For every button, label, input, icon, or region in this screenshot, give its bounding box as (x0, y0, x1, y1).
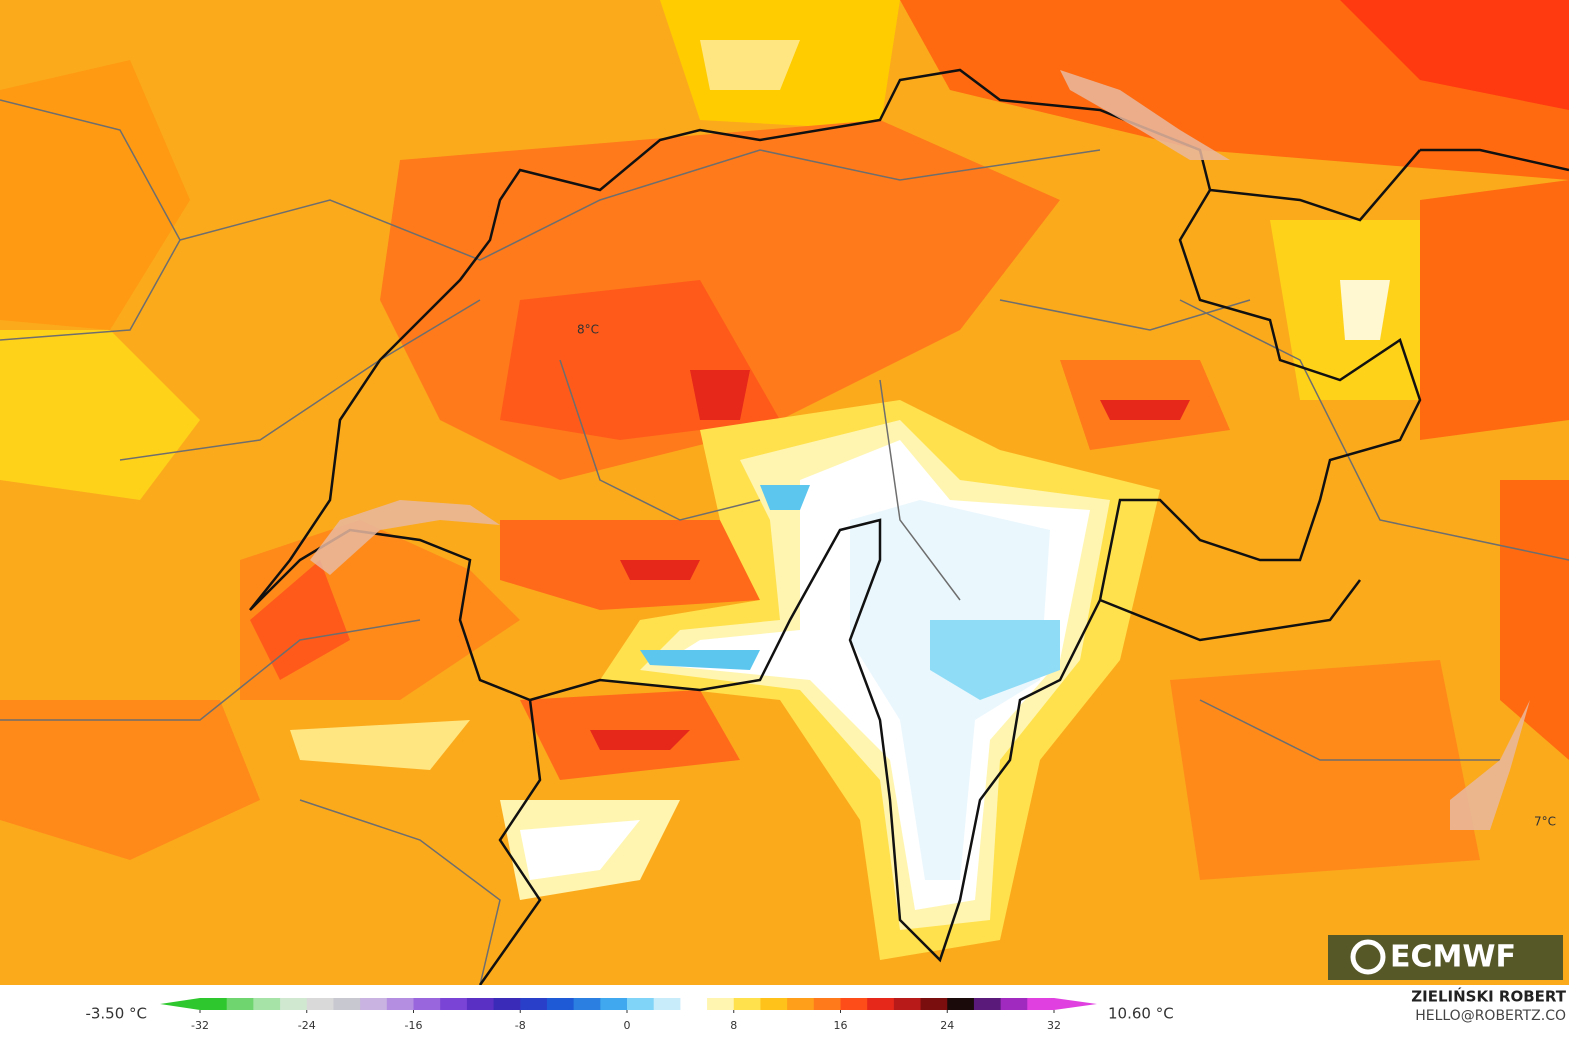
colorbar-tick-label: 16 (834, 1019, 848, 1032)
colorbar-tick-label: 24 (940, 1019, 954, 1032)
colorbar-segment (520, 998, 548, 1010)
colorbar-segment (1027, 998, 1055, 1010)
colorbar-segment (200, 998, 228, 1010)
max-label: 10.60 °C (1108, 1005, 1174, 1023)
colorbar-tick-label: 0 (624, 1019, 631, 1032)
colorbar-segment (680, 998, 708, 1010)
colorbar-tick-label: -24 (298, 1019, 316, 1032)
min-label: -3.50 °C (85, 1005, 147, 1023)
colorbar-segment (360, 998, 388, 1010)
temperature-field (0, 0, 1569, 985)
colorbar: -32 -24 -16 -8 0 8 16 24 32 (160, 998, 1097, 1032)
colorbar-segment (653, 998, 681, 1010)
colorbar-segment (893, 998, 922, 1010)
colorbar-segment (867, 998, 895, 1010)
colorbar-segment (253, 998, 281, 1010)
colorbar-segment (600, 998, 628, 1010)
colorbar-segment (493, 998, 521, 1010)
colorbar-segment (787, 998, 815, 1010)
colorbar-segment (280, 998, 308, 1010)
colorbar-segment (440, 998, 468, 1010)
colorbar-segment (760, 998, 788, 1010)
colorbar-segment (973, 998, 1002, 1010)
colorbar-tick-label: -32 (191, 1019, 209, 1032)
colorbar-segment (813, 998, 841, 1010)
colorbar-segment (627, 998, 655, 1010)
colorbar-segment (333, 998, 361, 1010)
point-label: 7°C (1534, 815, 1556, 829)
colorbar-segment (466, 998, 495, 1010)
colorbar-segment (947, 998, 975, 1010)
logo-text: ECMWF (1390, 940, 1516, 975)
colorbar-segment (733, 998, 761, 1010)
colorbar-segment (306, 998, 334, 1010)
contact: HELLO@ROBERTZ.CO (1415, 1008, 1566, 1024)
colorbar-segment (840, 998, 868, 1010)
colorbar-segment (226, 998, 254, 1010)
colorbar-segment (546, 998, 575, 1010)
colorbar-segment (707, 998, 735, 1010)
regional-borders (0, 99, 1569, 986)
colorbar-segment (1000, 998, 1028, 1010)
colorbar-tick-label: 32 (1047, 1019, 1061, 1032)
colorbar-tick-label: -16 (405, 1019, 423, 1032)
lakes (310, 70, 1530, 830)
colorbar-end (1054, 998, 1097, 1010)
colorbar-segment (386, 998, 414, 1010)
colorbar-segment (413, 998, 441, 1010)
colorbar-tick-label: 8 (730, 1019, 737, 1032)
colorbar-segment (920, 998, 948, 1010)
colorbar-end (160, 998, 200, 1010)
colorbar-segment (573, 998, 601, 1010)
point-label: 8°C (577, 323, 599, 337)
logo: ECMWF (1328, 935, 1563, 980)
author: ZIELIŃSKI ROBERT (1411, 987, 1566, 1006)
colorbar-tick-label: -8 (515, 1019, 526, 1032)
